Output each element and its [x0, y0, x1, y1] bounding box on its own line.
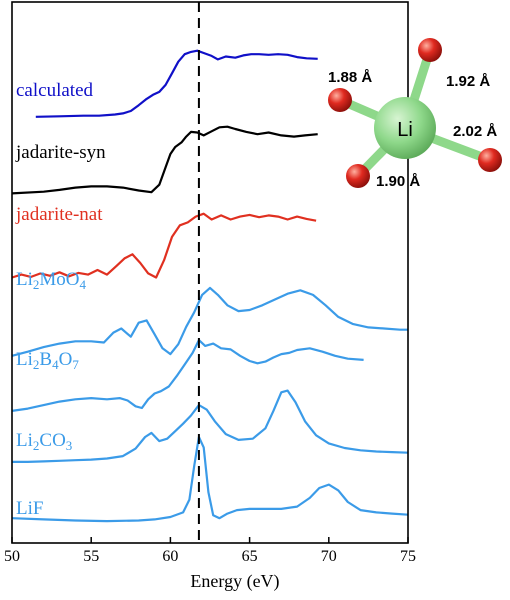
- x-tick-label: 75: [400, 548, 416, 565]
- series-label-part: Li: [16, 349, 33, 370]
- o-atom-lower-left: [346, 164, 370, 188]
- series-label-part: Li: [16, 269, 33, 290]
- x-tick-label: 70: [321, 548, 337, 565]
- series-label-li2b4o7: Li2B4O7: [16, 349, 79, 372]
- series-label-lif: LiF: [16, 498, 43, 519]
- series-line-li2co3: [12, 389, 409, 463]
- series-label-part: B: [39, 349, 52, 370]
- series-label-part: calculated: [16, 80, 94, 101]
- series-label-layer: calculatedjadarite-synjadarite-natLi2MoO…: [15, 80, 106, 519]
- series-line-lif: [11, 435, 409, 523]
- bond-label-lower-left: 1.90 Å: [376, 173, 420, 190]
- series-label-jadarite-syn: jadarite-syn: [15, 142, 106, 163]
- plot-frame: [11, 1, 409, 544]
- li-atom: [374, 97, 436, 159]
- x-tick-label: 55: [83, 548, 99, 565]
- series-line-calculated: [35, 49, 318, 118]
- series-layer: [11, 49, 409, 523]
- series-label-part: 2: [33, 357, 40, 372]
- bond-label-upper-left: 1.88 Å: [328, 69, 372, 86]
- series-label-part: 4: [80, 277, 87, 292]
- series-label-part: Li: [16, 430, 33, 451]
- x-tick-label: 50: [4, 548, 20, 565]
- x-axis-ticks: 50 55 60 65 70 75: [4, 537, 416, 565]
- series-label-calculated: calculated: [16, 80, 94, 101]
- x-axis-label: Energy (eV): [190, 571, 279, 592]
- series-label-jadarite-nat: jadarite-nat: [15, 204, 103, 225]
- series-line-li2b4o7: [11, 339, 364, 412]
- bond-label-upper-right: 1.92 Å: [446, 73, 490, 90]
- x-tick-label: 65: [242, 548, 258, 565]
- series-label-part: MoO: [39, 269, 79, 290]
- series-label-part: 2: [33, 277, 40, 292]
- bond-label-lower-right: 2.02 Å: [453, 123, 497, 140]
- series-label-part: jadarite-syn: [15, 142, 106, 163]
- o-atom-upper-left: [328, 88, 352, 112]
- series-label-part: LiF: [16, 498, 43, 519]
- x-tick-label: 60: [162, 548, 178, 565]
- series-line-li2moo4: [11, 286, 408, 357]
- o-atom-lower-right: [478, 148, 502, 172]
- series-label-part: 2: [33, 438, 40, 453]
- series-line-jadarite-syn: [11, 125, 318, 195]
- series-label-part: 7: [72, 357, 79, 372]
- series-label-part: 3: [66, 438, 73, 453]
- series-label-part: CO: [39, 430, 65, 451]
- series-label-li2co3: Li2CO3: [16, 430, 72, 453]
- o-atom-upper-right: [418, 38, 442, 62]
- series-label-part: jadarite-nat: [15, 204, 103, 225]
- series-label-part: 4: [52, 357, 59, 372]
- series-label-part: O: [59, 349, 73, 370]
- li-coordination-inset: Li 1.88 Å 1.92 Å 2.02 Å 1.90 Å: [328, 38, 502, 190]
- series-line-jadarite-nat: [11, 212, 317, 279]
- series-label-li2moo4: Li2MoO4: [16, 269, 87, 292]
- li-atom-label: Li: [397, 119, 413, 141]
